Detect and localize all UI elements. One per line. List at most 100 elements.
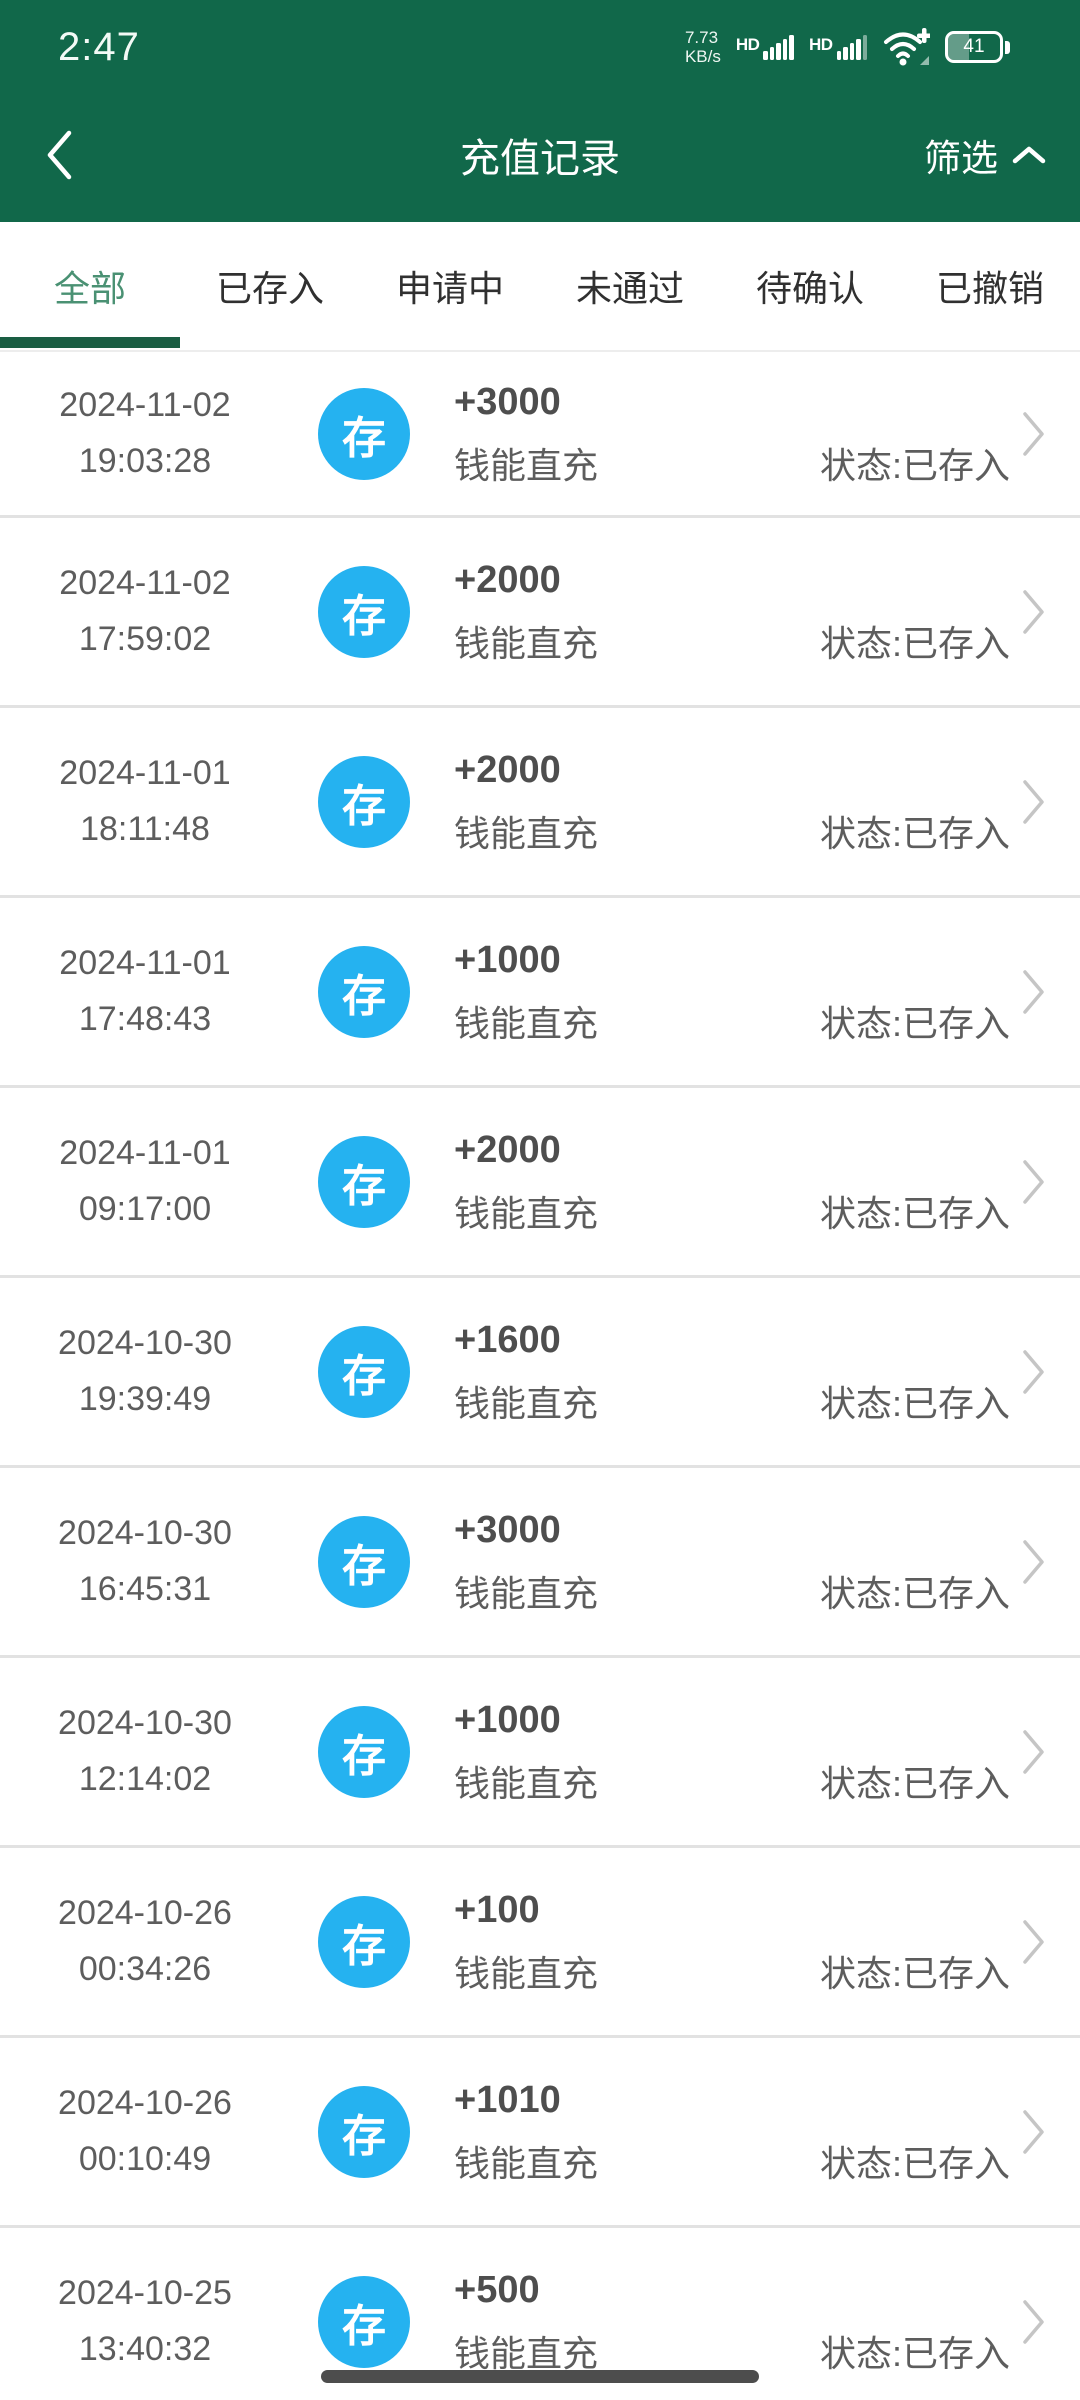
record-main: +2000 钱能直充 状态:已存入 xyxy=(454,1129,1010,1234)
record-amount: +2000 xyxy=(454,558,561,601)
tab-deposited[interactable]: 已存入 xyxy=(180,222,360,350)
record-row[interactable]: 2024-11-01 18:11:48 存 +2000 钱能直充 状态:已存入 xyxy=(0,708,1080,898)
chevron-right-icon xyxy=(1022,1159,1046,1205)
record-datetime: 2024-11-01 09:17:00 xyxy=(0,1134,290,1228)
record-date: 2024-10-26 xyxy=(58,2084,232,2123)
battery-fill xyxy=(948,34,970,60)
page-header: 充值记录 筛选 xyxy=(0,88,1080,222)
record-main: +1000 钱能直充 状态:已存入 xyxy=(454,1699,1010,1804)
record-status: 状态:已存入 xyxy=(819,812,1010,854)
record-amount: +3000 xyxy=(454,1508,561,1551)
wifi-plus-icon xyxy=(882,27,930,67)
record-date: 2024-11-01 xyxy=(59,754,231,793)
deposit-badge-icon: 存 xyxy=(318,387,410,480)
filter-label: 筛选 xyxy=(924,138,998,179)
record-row[interactable]: 2024-11-01 17:48:43 存 +1000 钱能直充 状态:已存入 xyxy=(0,898,1080,1088)
sim1-hd-badge: HD xyxy=(735,34,760,54)
deposit-badge-icon: 存 xyxy=(318,1705,410,1798)
deposit-badge-icon: 存 xyxy=(318,945,410,1038)
record-row[interactable]: 2024-11-01 09:17:00 存 +2000 钱能直充 状态:已存入 xyxy=(0,1088,1080,1278)
record-amount: +1010 xyxy=(454,2078,561,2121)
chevron-right-icon xyxy=(1022,1729,1046,1775)
chevron-right-icon xyxy=(1022,779,1046,825)
clock: 2:47 xyxy=(58,24,140,69)
record-row[interactable]: 2024-10-30 12:14:02 存 +1000 钱能直充 状态:已存入 xyxy=(0,1658,1080,1848)
record-row[interactable]: 2024-11-02 17:59:02 存 +2000 钱能直充 状态:已存入 xyxy=(0,518,1080,708)
sim1-signal-bars-icon xyxy=(763,34,794,60)
chevron-right-icon xyxy=(1022,411,1046,457)
record-amount: +3000 xyxy=(454,380,561,423)
record-status: 状态:已存入 xyxy=(819,2332,1010,2374)
record-date: 2024-10-25 xyxy=(58,2274,232,2313)
sim2-hd-badge: HD xyxy=(808,34,833,54)
record-channel: 钱能直充 xyxy=(454,1002,599,1044)
record-row[interactable]: 2024-11-02 19:03:28 存 +3000 钱能直充 状态:已存入 xyxy=(0,352,1080,518)
network-speed-indicator: 7.73 KB/s xyxy=(685,28,721,66)
record-date: 2024-10-30 xyxy=(58,1514,232,1553)
record-amount: +2000 xyxy=(454,1128,561,1171)
tab-applying[interactable]: 申请中 xyxy=(360,222,540,350)
record-status: 状态:已存入 xyxy=(819,622,1010,664)
record-status: 状态:已存入 xyxy=(819,444,1010,486)
tab-all[interactable]: 全部 xyxy=(0,222,180,350)
battery-icon: 41 xyxy=(945,31,1010,63)
record-datetime: 2024-11-01 18:11:48 xyxy=(0,754,290,848)
record-channel: 钱能直充 xyxy=(454,2332,599,2374)
back-button[interactable] xyxy=(38,123,80,187)
record-channel: 钱能直充 xyxy=(454,1952,599,1994)
chevron-right-icon xyxy=(1022,589,1046,635)
record-channel: 钱能直充 xyxy=(454,1382,599,1424)
chevron-left-icon xyxy=(44,129,74,181)
record-time: 00:34:26 xyxy=(78,1949,212,1988)
record-amount: +1600 xyxy=(454,1318,561,1361)
record-status: 状态:已存入 xyxy=(819,1952,1010,1994)
record-date: 2024-10-26 xyxy=(58,1894,232,1933)
record-row[interactable]: 2024-10-30 19:39:49 存 +1600 钱能直充 状态:已存入 xyxy=(0,1278,1080,1468)
tab-rejected[interactable]: 未通过 xyxy=(540,222,720,350)
record-main: +1010 钱能直充 状态:已存入 xyxy=(454,2079,1010,2184)
chevron-right-icon xyxy=(1022,2109,1046,2155)
record-time: 18:11:48 xyxy=(80,809,210,848)
record-amount: +100 xyxy=(454,1888,540,1931)
record-date: 2024-11-02 xyxy=(59,386,231,425)
sim1-signal-icon: HD xyxy=(735,34,794,60)
network-speed-value: 7.73 xyxy=(684,28,719,47)
record-datetime: 2024-10-25 13:40:32 xyxy=(0,2274,290,2368)
tab-revoked[interactable]: 已撤销 xyxy=(900,222,1080,350)
record-channel: 钱能直充 xyxy=(454,2142,599,2184)
record-row[interactable]: 2024-10-26 00:10:49 存 +1010 钱能直充 状态:已存入 xyxy=(0,2038,1080,2228)
record-row[interactable]: 2024-10-30 16:45:31 存 +3000 钱能直充 状态:已存入 xyxy=(0,1468,1080,1658)
record-datetime: 2024-11-02 19:03:28 xyxy=(0,386,290,480)
record-main: +3000 钱能直充 状态:已存入 xyxy=(454,1509,1010,1614)
record-status: 状态:已存入 xyxy=(819,2142,1010,2184)
record-date: 2024-11-02 xyxy=(59,564,231,603)
scrollbar[interactable] xyxy=(321,2370,759,2383)
deposit-badge-icon: 存 xyxy=(318,1135,410,1228)
record-time: 17:48:43 xyxy=(78,999,212,1038)
deposit-badge-icon: 存 xyxy=(318,565,410,658)
record-status: 状态:已存入 xyxy=(819,1572,1010,1614)
record-date: 2024-10-30 xyxy=(58,1324,232,1363)
record-datetime: 2024-11-01 17:48:43 xyxy=(0,944,290,1038)
deposit-badge-icon: 存 xyxy=(318,1325,410,1418)
record-amount: +1000 xyxy=(454,938,561,981)
record-datetime: 2024-10-30 19:39:49 xyxy=(0,1324,290,1418)
network-speed-unit: KB/s xyxy=(684,47,721,66)
record-datetime: 2024-10-30 12:14:02 xyxy=(0,1704,290,1798)
record-channel: 钱能直充 xyxy=(454,812,599,854)
record-time: 17:59:02 xyxy=(78,619,212,658)
record-main: +2000 钱能直充 状态:已存入 xyxy=(454,559,1010,664)
record-datetime: 2024-10-26 00:34:26 xyxy=(0,1894,290,1988)
record-amount: +2000 xyxy=(454,748,561,791)
record-channel: 钱能直充 xyxy=(454,444,599,486)
chevron-right-icon xyxy=(1022,1539,1046,1585)
active-tab-underline xyxy=(0,337,180,348)
record-channel: 钱能直充 xyxy=(454,1762,599,1804)
deposit-badge-icon: 存 xyxy=(318,1515,410,1608)
record-row[interactable]: 2024-10-26 00:34:26 存 +100 钱能直充 状态:已存入 xyxy=(0,1848,1080,2038)
record-channel: 钱能直充 xyxy=(454,1572,599,1614)
record-time: 09:17:00 xyxy=(78,1189,212,1228)
filter-button[interactable]: 筛选 xyxy=(920,124,1050,186)
tab-pending-confirm[interactable]: 待确认 xyxy=(720,222,900,350)
